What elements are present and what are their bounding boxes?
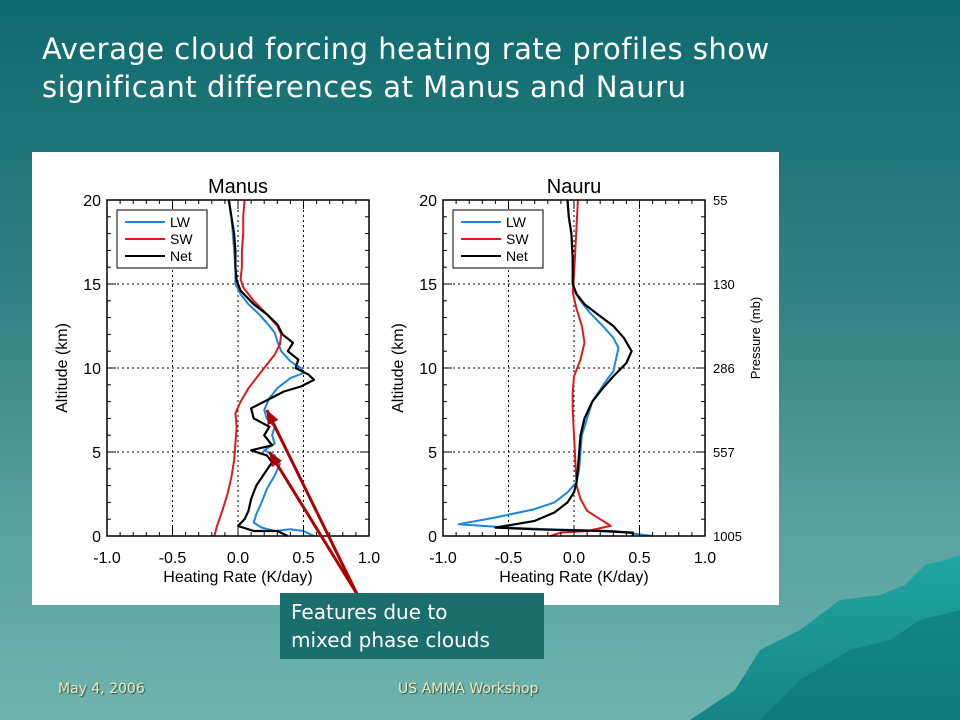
chart-manus-y-tick-label: 0 [92, 529, 101, 546]
chart-nauru-title: Nauru [547, 176, 601, 198]
chart-manus-y-tick-label: 10 [83, 361, 101, 378]
chart-manus-y-tick-label: 20 [83, 193, 101, 210]
chart-manus-series-sw [213, 199, 283, 537]
chart-nauru-y2-tick-label: 130 [713, 277, 735, 292]
chart-panel: -1.0 -0.5 0.0 0.5 1.0 0 5 10 15 20 Manus Heating Ra… [32, 152, 779, 605]
chart-nauru-x-tick-label: -1.0 [429, 550, 457, 567]
chart-nauru-y2-tick-label: 557 [713, 445, 735, 460]
chart-nauru-x-tick-label: -0.5 [495, 550, 523, 567]
chart-nauru-y2label: Pressure (mb) [748, 297, 763, 379]
chart-nauru-y-tick-label: 15 [419, 277, 437, 294]
callout-arrow-1 [265, 409, 359, 595]
chart-nauru-x-tick-label: 1.0 [694, 550, 716, 567]
chart-nauru-legend-label-sw: SW [506, 231, 529, 247]
chart-nauru-y2-tick-label: 286 [713, 361, 735, 376]
callout-line-1: Features due to [291, 600, 448, 624]
chart-nauru-y-tick-label: 10 [419, 361, 437, 378]
chart-nauru-y2-tick-label: 1005 [713, 529, 742, 544]
callout-line-2: mixed phase clouds [291, 628, 490, 652]
heating-rate-charts: -1.0 -0.5 0.0 0.5 1.0 0 5 10 15 20 Manus Heating Ra… [54, 176, 763, 595]
chart-nauru-x-tick-label: 0.0 [563, 550, 585, 567]
slide-title-line-1: Average cloud forcing heating rate profi… [42, 32, 770, 66]
chart-manus-legend-label-sw: SW [170, 231, 193, 247]
slide-title: Average cloud forcing heating rate profi… [42, 30, 922, 106]
callout-arrowhead-1 [266, 410, 279, 426]
chart-manus-x-tick-label: 1.0 [358, 550, 380, 567]
chart-nauru-y-tick-label: 0 [428, 529, 437, 546]
chart-nauru-legend-label-net: Net [506, 248, 528, 264]
chart-manus-y-tick-label: 5 [92, 445, 101, 462]
callout-box: Features due to mixed phase clouds [280, 593, 544, 659]
chart-manus-legend-label-net: Net [170, 248, 192, 264]
chart-manus-legend-label-lw: LW [170, 214, 191, 230]
chart-nauru-y-tick-label: 5 [428, 445, 437, 462]
callout-arrowhead-2 [269, 452, 282, 468]
footer-event: US AMMA Workshop [398, 681, 539, 697]
chart-manus-x-tick-label: -0.5 [159, 550, 187, 567]
footer-date: May 4, 2006 [58, 681, 145, 697]
chart-nauru-y2-tick-label: 55 [713, 193, 727, 208]
chart-manus-xlabel: Heating Rate (K/day) [163, 569, 312, 586]
chart-nauru-series-net [494, 199, 635, 536]
chart-manus-y-tick-label: 15 [83, 277, 101, 294]
chart-manus-x-tick-label: -1.0 [93, 550, 121, 567]
chart-nauru-x-tick-label: 0.5 [628, 550, 650, 567]
slide-title-line-2: significant differences at Manus and Nau… [42, 70, 687, 104]
chart-nauru-legend-label-lw: LW [506, 214, 527, 230]
chart-manus-title: Manus [208, 176, 268, 198]
callout-arrow-2 [268, 451, 359, 595]
chart-manus-ylabel: Altitude (km) [54, 323, 71, 413]
chart-nauru-ylabel: Altitude (km) [390, 323, 407, 413]
chart-manus-x-tick-label: 0.0 [227, 550, 249, 567]
chart-nauru-xlabel: Heating Rate (K/day) [499, 569, 648, 586]
chart-manus-series-net [227, 199, 316, 537]
chart-nauru-y-tick-label: 20 [419, 193, 437, 210]
chart-manus-x-tick-label: 0.5 [292, 550, 314, 567]
